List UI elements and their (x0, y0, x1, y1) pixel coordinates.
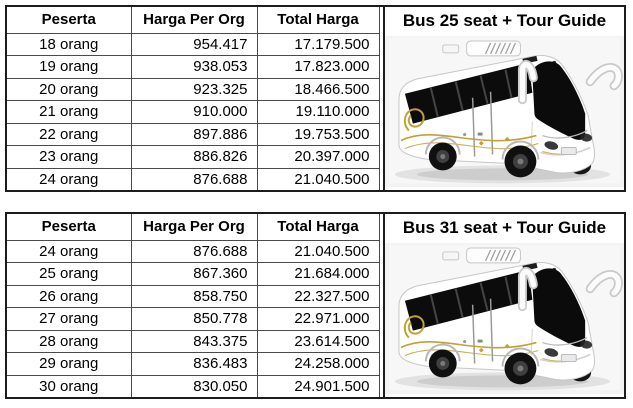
participants-cell: 28 orang (7, 329, 132, 354)
header-row: Peserta Harga Per Org Total Harga (7, 7, 380, 34)
table-row: 23 orang 886.826 20.397.000 (7, 145, 380, 169)
table-row: 18 orang 954.417 17.179.500 (7, 32, 380, 57)
col-header-total-harga: Total Harga (256, 214, 380, 241)
bus-31-title: Bus 31 seat + Tour Guide (402, 218, 607, 237)
participants-cell: 24 orang (7, 167, 132, 190)
price-table-bus-25: Peserta Harga Per Org Total Harga 18 ora… (7, 7, 380, 190)
price-per-person-cell: 876.688 (130, 239, 258, 264)
bus-photo (385, 240, 624, 397)
bus-25-panel: Bus 25 seat + Tour Guide (383, 7, 624, 190)
table-row: 29 orang 836.483 24.258.000 (7, 352, 380, 376)
participants-cell: 24 orang (7, 239, 132, 264)
table-row: 24 orang 876.688 21.040.500 (7, 167, 380, 190)
total-price-cell: 21.040.500 (256, 167, 380, 190)
total-price-cell: 24.258.000 (256, 352, 380, 376)
participants-cell: 26 orang (7, 284, 132, 309)
table-row: 27 orang 850.778 22.971.000 (7, 307, 380, 331)
table-row: 26 orang 858.750 22.327.500 (7, 284, 380, 309)
price-table-bus-31: Peserta Harga Per Org Total Harga 24 ora… (7, 214, 380, 397)
participants-cell: 23 orang (7, 145, 132, 169)
participants-cell: 21 orang (7, 100, 132, 124)
price-per-person-cell: 910.000 (130, 100, 258, 124)
table-row: 30 orang 830.050 24.901.500 (7, 374, 380, 397)
participants-cell: 22 orang (7, 122, 132, 147)
bus-25-pricing-block: Peserta Harga Per Org Total Harga 18 ora… (5, 5, 626, 192)
total-price-cell: 19.110.000 (256, 100, 380, 124)
price-per-person-cell: 954.417 (130, 32, 258, 57)
participants-cell: 25 orang (7, 262, 132, 286)
price-per-person-cell: 850.778 (130, 307, 258, 331)
col-header-harga-per-org: Harga Per Org (130, 7, 258, 34)
bus-pricing-sheet: Peserta Harga Per Org Total Harga 18 ora… (5, 5, 626, 399)
table-row: 19 orang 938.053 17.823.000 (7, 55, 380, 79)
price-per-person-cell: 886.826 (130, 145, 258, 169)
total-price-cell: 17.823.000 (256, 55, 380, 79)
participants-cell: 30 orang (7, 374, 132, 397)
total-price-cell: 24.901.500 (256, 374, 380, 397)
total-price-cell: 23.614.500 (256, 329, 380, 354)
price-per-person-cell: 843.375 (130, 329, 258, 354)
bus-31-panel: Bus 31 seat + Tour Guide (383, 214, 624, 397)
table-row: 22 orang 897.886 19.753.500 (7, 122, 380, 147)
participants-cell: 20 orang (7, 77, 132, 102)
participants-cell: 18 orang (7, 32, 132, 57)
price-per-person-cell: 897.886 (130, 122, 258, 147)
col-header-total-harga: Total Harga (256, 7, 380, 34)
price-per-person-cell: 858.750 (130, 284, 258, 309)
total-price-cell: 20.397.000 (256, 145, 380, 169)
table-row: 20 orang 923.325 18.466.500 (7, 77, 380, 102)
table-row: 25 orang 867.360 21.684.000 (7, 262, 380, 286)
bus-photo (385, 33, 624, 190)
price-per-person-cell: 923.325 (130, 77, 258, 102)
total-price-cell: 18.466.500 (256, 77, 380, 102)
total-price-cell: 21.684.000 (256, 262, 380, 286)
table-row: 28 orang 843.375 23.614.500 (7, 329, 380, 354)
total-price-cell: 17.179.500 (256, 32, 380, 57)
participants-cell: 27 orang (7, 307, 132, 331)
bus-31-pricing-block: Peserta Harga Per Org Total Harga 24 ora… (5, 212, 626, 399)
table-row: 21 orang 910.000 19.110.000 (7, 100, 380, 124)
total-price-cell: 22.327.500 (256, 284, 380, 309)
total-price-cell: 21.040.500 (256, 239, 380, 264)
total-price-cell: 22.971.000 (256, 307, 380, 331)
participants-cell: 19 orang (7, 55, 132, 79)
price-per-person-cell: 836.483 (130, 352, 258, 376)
participants-cell: 29 orang (7, 352, 132, 376)
price-per-person-cell: 876.688 (130, 167, 258, 190)
price-per-person-cell: 867.360 (130, 262, 258, 286)
price-per-person-cell: 938.053 (130, 55, 258, 79)
table-row: 24 orang 876.688 21.040.500 (7, 239, 380, 264)
col-header-peserta: Peserta (7, 7, 132, 34)
header-row: Peserta Harga Per Org Total Harga (7, 214, 380, 241)
col-header-harga-per-org: Harga Per Org (130, 214, 258, 241)
bus-25-title: Bus 25 seat + Tour Guide (402, 11, 607, 30)
price-per-person-cell: 830.050 (130, 374, 258, 397)
col-header-peserta: Peserta (7, 214, 132, 241)
total-price-cell: 19.753.500 (256, 122, 380, 147)
